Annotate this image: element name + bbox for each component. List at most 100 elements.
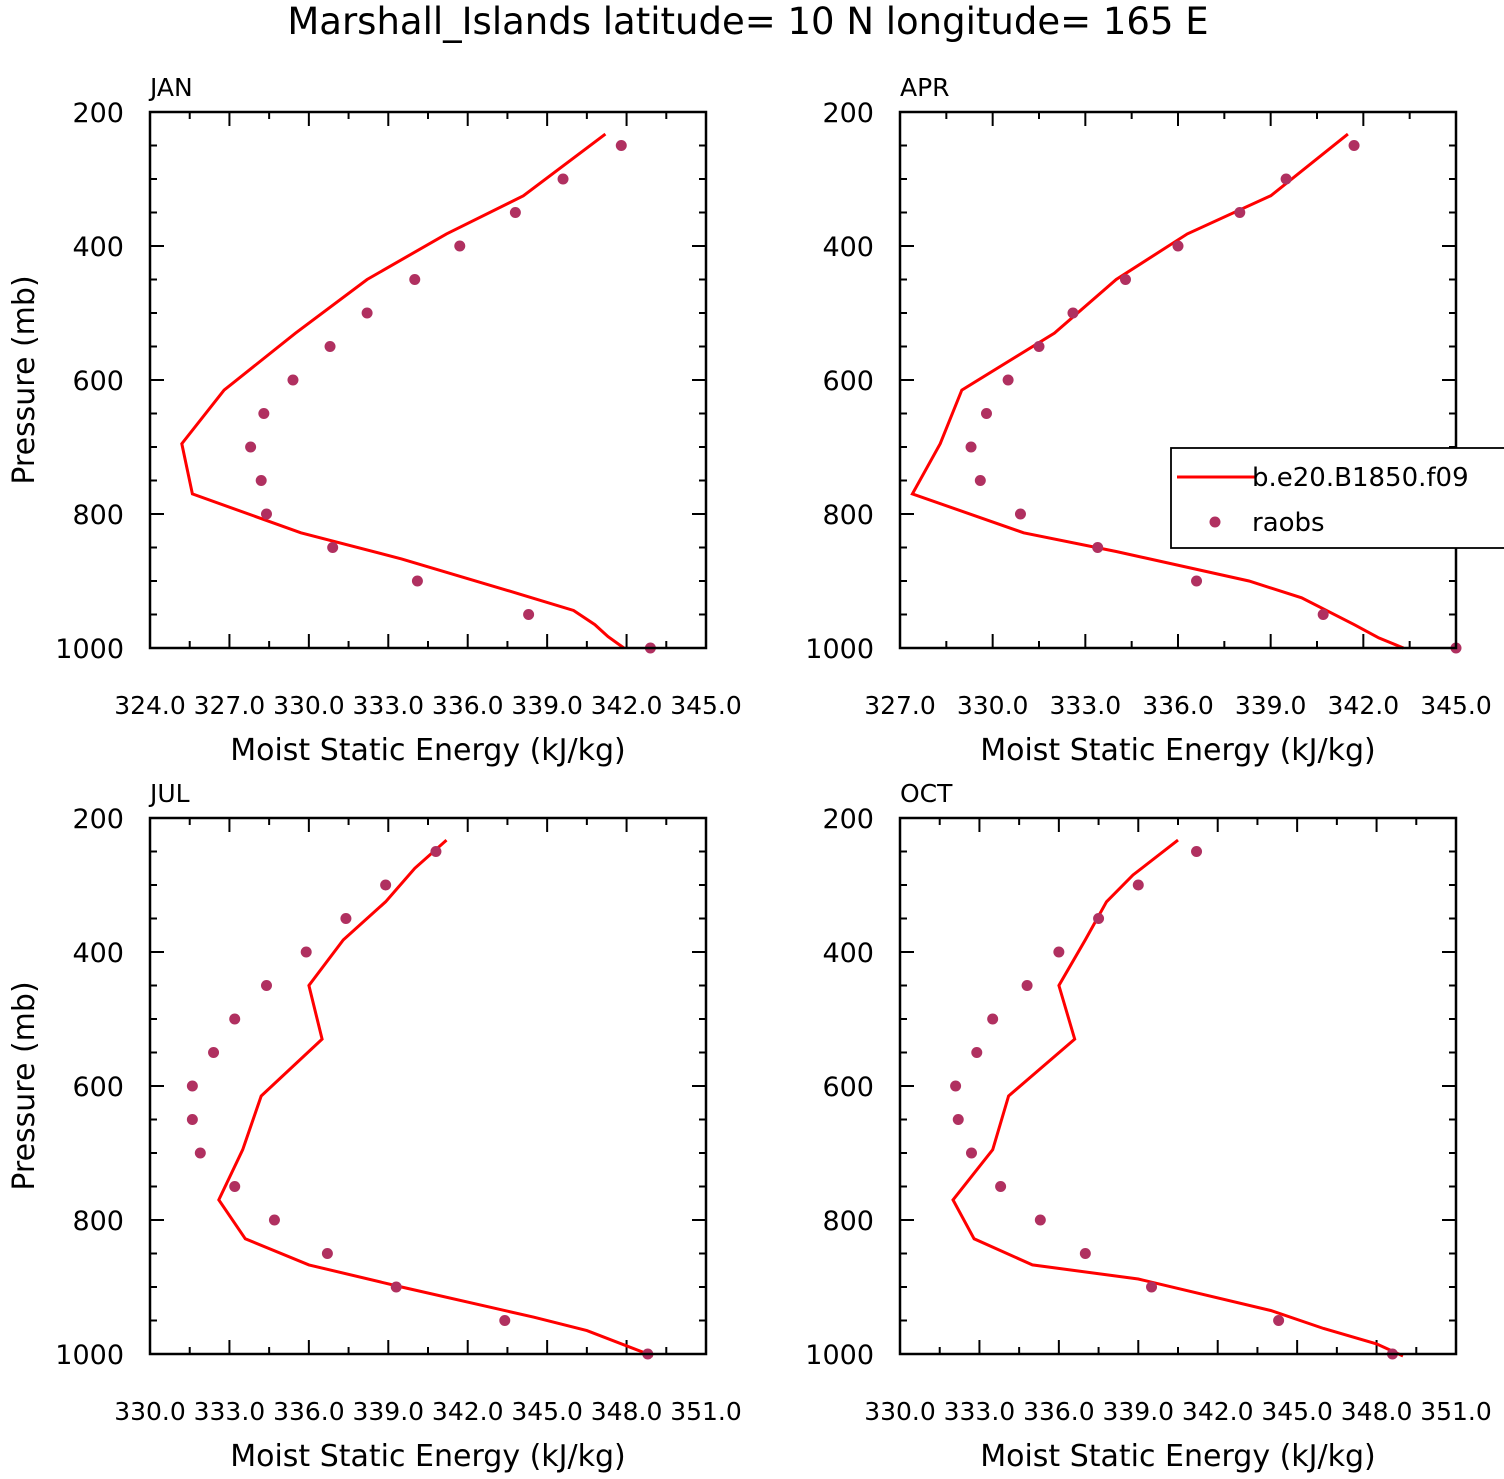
legend-model-label: b.e20.B1850.f09 <box>1252 463 1469 493</box>
x-tick-label: 342.0 <box>432 1397 504 1426</box>
y-tick-label: 200 <box>822 98 874 129</box>
obs-point <box>229 1013 241 1025</box>
obs-points <box>965 140 1462 654</box>
x-axis-label: Moist Static Energy (kJ/kg) <box>980 1439 1376 1474</box>
obs-point <box>287 374 299 386</box>
obs-point <box>1067 307 1079 319</box>
obs-point <box>1053 946 1065 958</box>
y-tick-label: 400 <box>72 938 124 969</box>
obs-point <box>1021 980 1033 991</box>
x-tick-label: 345.0 <box>1261 1397 1333 1426</box>
y-tick-label: 1000 <box>805 1340 874 1371</box>
y-tick-labels: 200 400 600 800 1000 <box>805 98 874 665</box>
obs-point <box>965 441 977 453</box>
panel-label: JUL <box>148 779 190 808</box>
obs-point <box>1273 1315 1285 1326</box>
x-axis-label: Moist Static Energy (kJ/kg) <box>230 1439 626 1474</box>
obs-point <box>1191 575 1203 587</box>
y-tick-label: 600 <box>822 1072 874 1103</box>
x-tick-label: 330.0 <box>273 691 345 720</box>
y-axis-label: Pressure (mb) <box>7 275 42 484</box>
x-tick-label: 339.0 <box>1102 1397 1174 1426</box>
x-tick-label: 348.0 <box>1341 1397 1413 1426</box>
obs-point <box>300 946 312 958</box>
y-tick-label: 200 <box>72 98 124 129</box>
obs-point <box>411 575 423 587</box>
legend-obs-label: raobs <box>1252 508 1325 538</box>
obs-point <box>361 307 373 319</box>
x-tick-label: 333.0 <box>194 1397 266 1426</box>
x-tick-label: 339.0 <box>511 691 583 720</box>
obs-point <box>523 609 535 620</box>
panel-label: OCT <box>900 779 953 808</box>
obs-point <box>1191 846 1203 857</box>
x-axis-label: Moist Static Energy (kJ/kg) <box>230 733 626 768</box>
x-tick-labels: 327.0 330.0 333.0 336.0 339.0 342.0 345.… <box>864 691 1492 720</box>
model-line <box>217 838 654 1358</box>
y-tick-label: 800 <box>822 500 874 531</box>
obs-point <box>324 341 336 352</box>
obs-point <box>380 879 392 891</box>
obs-point <box>321 1248 333 1259</box>
x-tick-label: 342.0 <box>591 691 663 720</box>
y-tick-label: 800 <box>72 500 124 531</box>
y-tick-label: 600 <box>72 366 124 397</box>
obs-point <box>430 846 442 857</box>
x-tick-labels: 330.0 333.0 336.0 339.0 342.0 345.0 348.… <box>864 1397 1492 1426</box>
obs-point <box>1280 173 1292 185</box>
obs-point <box>615 140 627 151</box>
obs-point <box>952 1114 964 1125</box>
x-tick-label: 324.0 <box>114 691 186 720</box>
obs-point <box>971 1047 983 1058</box>
panel-label: APR <box>900 73 950 102</box>
obs-point <box>950 1080 962 1092</box>
x-axis-label: Moist Static Energy (kJ/kg) <box>980 733 1376 768</box>
y-tick-label: 1000 <box>805 634 874 665</box>
obs-point <box>965 1147 977 1159</box>
y-tick-label: 600 <box>822 366 874 397</box>
y-tick-labels: 200 400 600 800 1000 <box>55 804 124 1371</box>
axis-ticks <box>899 817 1457 1355</box>
obs-point <box>1317 609 1329 620</box>
x-tick-label: 345.0 <box>511 1397 583 1426</box>
panel-jul: JUL Pressure (mb) Moist Static Energy (k… <box>7 779 742 1474</box>
obs-point <box>268 1214 280 1226</box>
x-tick-label: 348.0 <box>591 1397 663 1426</box>
obs-point <box>340 913 352 924</box>
x-tick-label: 327.0 <box>194 691 266 720</box>
x-tick-label: 351.0 <box>670 1397 742 1426</box>
legend: b.e20.B1850.f09 raobs <box>1170 447 1504 549</box>
panel-jan: JAN Pressure (mb) Moist Static Energy (k… <box>7 73 742 768</box>
obs-point <box>186 1114 198 1125</box>
y-tick-label: 1000 <box>55 634 124 665</box>
y-tick-label: 400 <box>822 938 874 969</box>
obs-point <box>208 1047 220 1058</box>
y-tick-labels: 200 400 600 800 1000 <box>805 804 874 1371</box>
y-axis-label: Pressure (mb) <box>7 981 42 1190</box>
x-tick-label: 336.0 <box>1023 1397 1095 1426</box>
x-tick-label: 336.0 <box>432 691 504 720</box>
axis-ticks <box>899 111 1457 649</box>
x-tick-labels: 324.0 327.0 330.0 333.0 336.0 339.0 342.… <box>114 691 742 720</box>
obs-point <box>1119 274 1131 285</box>
obs-point <box>1132 879 1144 891</box>
plot-frame <box>898 110 1458 650</box>
figure-title: Marshall_Islands latitude= 10 N longitud… <box>287 0 1208 43</box>
x-tick-label: 333.0 <box>1050 691 1122 720</box>
obs-point <box>1172 240 1184 252</box>
obs-point <box>194 1147 206 1159</box>
x-tick-label: 336.0 <box>273 1397 345 1426</box>
panel-apr: APR Moist Static Energy (kJ/kg) 200 400 … <box>805 73 1492 768</box>
obs-point <box>255 475 267 486</box>
x-tick-label: 342.0 <box>1182 1397 1254 1426</box>
x-tick-label: 336.0 <box>1142 691 1214 720</box>
obs-point <box>327 542 339 553</box>
x-tick-label: 345.0 <box>1420 691 1492 720</box>
y-tick-label: 200 <box>72 804 124 835</box>
x-tick-labels: 330.0 333.0 336.0 339.0 342.0 345.0 348.… <box>114 1397 742 1426</box>
obs-point <box>557 173 569 185</box>
model-line <box>910 132 1405 650</box>
obs-point <box>390 1281 402 1293</box>
y-tick-label: 400 <box>822 232 874 263</box>
obs-point <box>258 408 270 419</box>
